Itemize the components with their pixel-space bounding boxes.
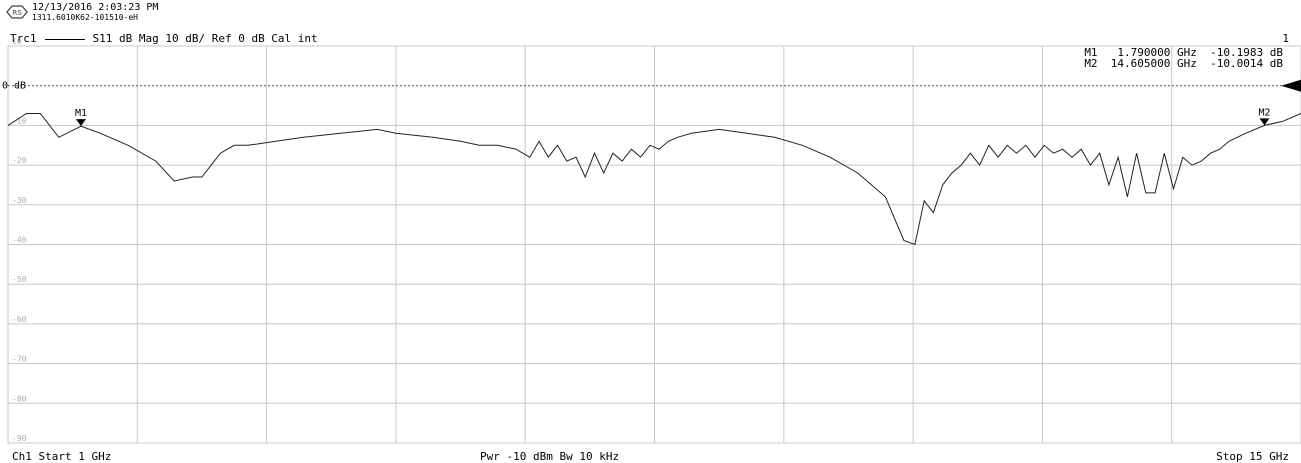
y-tick-label: -60 [12, 315, 27, 324]
y-tick-label: -20 [12, 156, 27, 165]
y-tick-label: -30 [12, 196, 27, 205]
y-tick-label: -70 [12, 355, 27, 364]
marker-m1-icon [75, 119, 86, 127]
y-tick-label: -50 [12, 275, 27, 284]
trace-description: S11 dB Mag 10 dB/ Ref 0 dB Cal int [92, 32, 318, 45]
reference-arrow-icon [1281, 79, 1301, 92]
power-bandwidth: Pwr -10 dBm Bw 10 kHz [480, 450, 620, 463]
y-tick-label: -80 [12, 394, 27, 403]
y-tick-label: -90 [12, 434, 27, 443]
y-tick-label: 10 [12, 37, 22, 46]
marker-m2-label: M2 [1258, 107, 1270, 118]
marker-readout-m1: M1 1.790000 GHz -10.1983 dB [1084, 46, 1283, 59]
channel-number: 1 [1282, 32, 1289, 45]
stop-frequency: Stop 15 GHz [1216, 450, 1289, 463]
trace-line-trc1 [7, 113, 1301, 246]
trace-line-sample [44, 38, 85, 40]
rohde-schwarz-logo-icon: RS [6, 5, 28, 19]
y-tick-label: -10 [12, 116, 27, 125]
trace-name: Trc1 [10, 32, 37, 45]
trace-info: Trc1 S11 dB Mag 10 dB/ Ref 0 dB Cal int [10, 32, 318, 45]
svg-text:RS: RS [12, 9, 22, 17]
marker-m1-label: M1 [75, 108, 87, 119]
timestamp: 12/13/2016 2:03:23 PM [32, 2, 159, 13]
start-frequency: Ch1 Start 1 GHz [12, 450, 112, 463]
y-tick-label: -40 [12, 236, 27, 245]
reference-level-label: 0 dB [2, 81, 26, 92]
marker-readout-m2: M2 14.605000 GHz -10.0014 dB [1084, 57, 1283, 70]
marker-m2-icon [1259, 118, 1270, 126]
serial-number: 1311.6010K62-101510-eH [32, 13, 138, 22]
